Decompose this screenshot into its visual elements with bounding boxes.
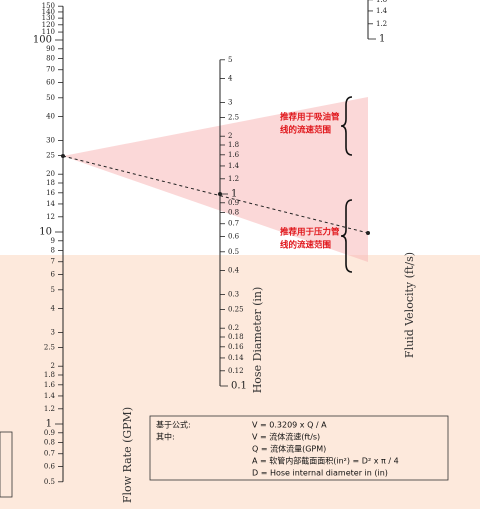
tick-label: 0.5 <box>228 248 239 256</box>
point <box>366 231 370 235</box>
example-line <box>62 155 369 234</box>
tick-label: 5 <box>228 56 232 64</box>
formula-line: Q = 流体流量(GPM) <box>252 444 326 454</box>
tick-label: 1.2 <box>376 20 387 28</box>
tick-label: 2 <box>51 362 55 370</box>
tick-label: 60 <box>46 79 55 87</box>
tick-label: 0.4 <box>228 266 240 274</box>
formula-box <box>149 415 449 481</box>
tick-label: 10 <box>39 227 52 238</box>
tick-label: 2.5 <box>228 114 239 122</box>
tick-label: 1.4 <box>228 162 240 170</box>
axis-title: Flow Rate (GPM) <box>121 407 134 503</box>
tick-label: 80 <box>46 55 55 63</box>
tick-label: 2 <box>228 132 232 140</box>
tick-label: 0.25 <box>228 306 244 314</box>
tick-label: 4 <box>228 74 233 82</box>
tick-label: 50 <box>46 94 55 102</box>
tick-label: 6 <box>51 271 56 279</box>
tick-label: 0.9 <box>44 429 55 437</box>
tick-label: 0.8 <box>228 209 239 217</box>
tick-label: 1.6 <box>228 151 240 159</box>
tick-label: 0.9 <box>228 199 239 207</box>
tick-label: 90 <box>46 45 55 53</box>
annotation: 推荐用于吸油管 <box>280 112 340 123</box>
box <box>0 431 13 498</box>
brace <box>340 96 353 156</box>
tick-label: 0.16 <box>228 343 244 351</box>
tick-label: 150 <box>42 2 55 10</box>
tick-label: 0.18 <box>228 333 244 341</box>
formula-line: A = 软管内部截面面积(in²) = D² x π / 4 <box>252 456 399 466</box>
tick-label: 70 <box>46 66 55 74</box>
tick-label: 100 <box>33 35 52 46</box>
tick-label: 9 <box>51 237 55 245</box>
overlay-background <box>0 255 480 509</box>
tick-label: 1.6 <box>376 0 388 4</box>
tick-label: 1 <box>46 419 52 430</box>
tick-label: 0.5 <box>44 478 55 486</box>
tick-label: 1 <box>379 34 385 45</box>
tick-label: 0.1 <box>231 381 247 392</box>
tick-label: 3 <box>228 98 232 106</box>
tick-label: 5 <box>51 286 55 294</box>
tick-label: 1.8 <box>44 371 55 379</box>
tick-label: 1 <box>231 189 237 200</box>
tick-label: 14 <box>46 200 55 208</box>
formula-heading: 基于公式: <box>156 420 191 430</box>
tick-label: 0.14 <box>228 354 244 362</box>
tick-label: 30 <box>46 136 55 144</box>
tick-label: 0.7 <box>44 450 55 458</box>
tick-label: 0.12 <box>228 367 244 375</box>
tick-label: 130 <box>42 14 55 22</box>
tick-label: 20 <box>46 170 55 178</box>
tick-label: 1.2 <box>228 175 239 183</box>
tick-label: 1.4 <box>376 7 388 15</box>
annotation: 线的流速范围 <box>280 125 331 136</box>
range-shade <box>63 97 368 262</box>
tick-label: 0.2 <box>228 324 239 332</box>
tick-label: 0.7 <box>228 220 239 228</box>
annotation: 线的流速范围 <box>280 240 331 251</box>
tick-label: 2.5 <box>44 344 55 352</box>
tick-label: 0.3 <box>228 290 239 298</box>
tick-label: 140 <box>42 8 55 16</box>
tick-label: 1.8 <box>228 141 239 149</box>
tick-label: 0.6 <box>228 233 240 241</box>
axis-title: Fluid Velocity (ft/s) <box>403 252 416 358</box>
tick-label: 25 <box>46 152 55 160</box>
formula-line: D = Hose internal diameter in (in) <box>252 469 388 478</box>
tick-label: 8 <box>51 247 55 255</box>
tick-label: 18 <box>46 179 55 187</box>
tick-label: 3 <box>51 328 55 336</box>
annotation: 推荐用于压力管 <box>280 227 340 238</box>
tick-label: 0.6 <box>44 463 56 471</box>
tick-label: 1.6 <box>44 381 56 389</box>
tick-label: 40 <box>46 112 55 120</box>
tick-label: 120 <box>42 21 55 29</box>
formula-line: V = 0.3209 x Q / A <box>252 421 327 430</box>
tick-label: 1.2 <box>44 405 55 413</box>
tick-label: 7 <box>51 258 55 266</box>
tick-label: 12 <box>46 213 55 221</box>
brace <box>340 199 353 273</box>
tick-label: 110 <box>42 28 55 36</box>
formula-where: 其中: <box>156 432 175 442</box>
axis-title: Hose Diameter (in) <box>251 287 264 394</box>
tick-label: 1.4 <box>44 392 56 400</box>
tick-label: 4 <box>51 304 56 312</box>
formula-line: V = 流体流速(ft/s) <box>252 432 320 442</box>
tick-label: 16 <box>46 189 55 197</box>
tick-label: 0.8 <box>44 439 55 447</box>
